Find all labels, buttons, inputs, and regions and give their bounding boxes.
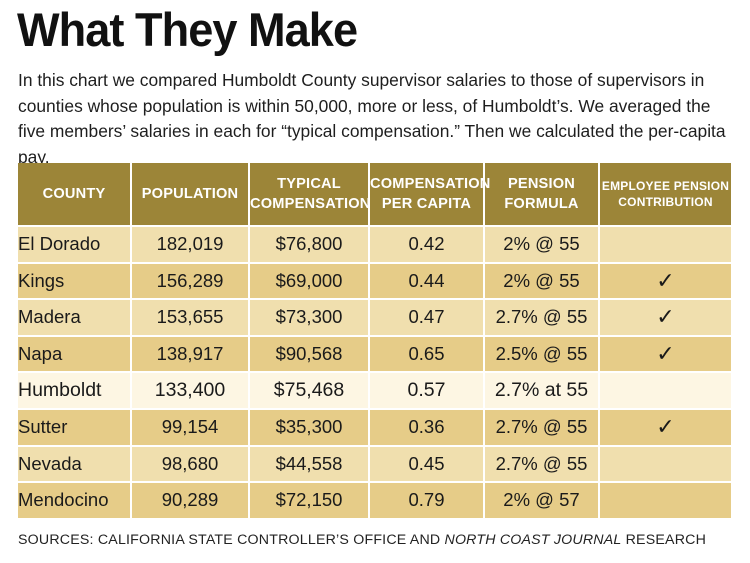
- cell-employee-pension-contribution: [599, 372, 731, 410]
- sources-publication: North Coast Journal: [444, 532, 622, 548]
- sources-note: Sources: California State Controller’s O…: [18, 532, 706, 548]
- cell-compensation-per-capita: 0.42: [369, 226, 485, 264]
- cell-compensation-per-capita: 0.44: [369, 262, 485, 301]
- column-header-employee-pension-contribution: Employee Pension Contribution: [599, 163, 731, 227]
- cell-pension-formula: 2% @ 57: [484, 482, 600, 520]
- salary-table: County Population Typical Compensation C…: [18, 163, 731, 520]
- cell-employee-pension-contribution: [599, 445, 731, 484]
- cell-typical-compensation: $69,000: [249, 262, 370, 301]
- table-row: Kings 156,289 $69,000 0.44 2% @ 55 ✓: [18, 262, 731, 301]
- cell-typical-compensation: $35,300: [249, 408, 370, 447]
- column-header-county: County: [18, 163, 132, 227]
- cell-county: Humboldt: [18, 372, 132, 410]
- cell-pension-formula: 2.5% @ 55: [484, 335, 600, 374]
- table-row: Humboldt 133,400 $75,468 0.57 2.7% at 55: [18, 372, 731, 410]
- table-row: Mendocino 90,289 $72,150 0.79 2% @ 57: [18, 482, 731, 520]
- cell-pension-formula: 2% @ 55: [484, 226, 600, 264]
- checkmark-icon: ✓: [599, 335, 731, 374]
- checkmark-icon: ✓: [599, 408, 731, 447]
- cell-population: 138,917: [131, 335, 250, 374]
- table-row: El Dorado 182,019 $76,800 0.42 2% @ 55: [18, 226, 731, 264]
- cell-pension-formula: 2.7% @ 55: [484, 445, 600, 484]
- cell-typical-compensation: $44,558: [249, 445, 370, 484]
- cell-county: Nevada: [18, 445, 132, 484]
- cell-population: 90,289: [131, 482, 250, 520]
- cell-population: 153,655: [131, 299, 250, 337]
- cell-typical-compensation: $72,150: [249, 482, 370, 520]
- cell-compensation-per-capita: 0.65: [369, 335, 485, 374]
- cell-county: Mendocino: [18, 482, 132, 520]
- cell-county: Sutter: [18, 408, 132, 447]
- cell-employee-pension-contribution: [599, 482, 731, 520]
- cell-pension-formula: 2.7% at 55: [484, 372, 600, 410]
- cell-typical-compensation: $90,568: [249, 335, 370, 374]
- table-header-row: County Population Typical Compensation C…: [18, 163, 731, 227]
- table-body: El Dorado 182,019 $76,800 0.42 2% @ 55 Kings 1…: [18, 226, 731, 520]
- cell-pension-formula: 2% @ 55: [484, 262, 600, 301]
- checkmark-icon: ✓: [599, 262, 731, 301]
- page-title: What They Make: [17, 3, 358, 56]
- cell-compensation-per-capita: 0.47: [369, 299, 485, 337]
- sources-prefix: Sources: California State Controller’s O…: [18, 532, 445, 548]
- cell-population: 182,019: [131, 226, 250, 264]
- sources-suffix: Research: [621, 532, 707, 548]
- cell-county: Madera: [18, 299, 132, 337]
- table-row: Nevada 98,680 $44,558 0.45 2.7% @ 55: [18, 445, 731, 484]
- cell-typical-compensation: $76,800: [249, 226, 370, 264]
- column-header-typical-compensation: Typical Compensation: [249, 163, 370, 227]
- cell-compensation-per-capita: 0.36: [369, 408, 485, 447]
- cell-compensation-per-capita: 0.79: [369, 482, 485, 520]
- column-header-population: Population: [131, 163, 250, 227]
- intro-text: In this chart we compared Humboldt Count…: [18, 70, 726, 167]
- cell-county: Kings: [18, 262, 132, 301]
- cell-typical-compensation: $73,300: [249, 299, 370, 337]
- cell-compensation-per-capita: 0.45: [369, 445, 485, 484]
- cell-county: El Dorado: [18, 226, 132, 264]
- cell-typical-compensation: $75,468: [249, 372, 370, 410]
- cell-county: Napa: [18, 335, 132, 374]
- cell-compensation-per-capita: 0.57: [369, 372, 485, 410]
- cell-population: 156,289: [131, 262, 250, 301]
- cell-population: 98,680: [131, 445, 250, 484]
- column-header-pension-formula: Pension Formula: [484, 163, 600, 227]
- table-row: Napa 138,917 $90,568 0.65 2.5% @ 55 ✓: [18, 335, 731, 374]
- cell-pension-formula: 2.7% @ 55: [484, 299, 600, 337]
- table-row: Madera 153,655 $73,300 0.47 2.7% @ 55 ✓: [18, 299, 731, 337]
- table-row: Sutter 99,154 $35,300 0.36 2.7% @ 55 ✓: [18, 408, 731, 447]
- cell-population: 99,154: [131, 408, 250, 447]
- checkmark-icon: ✓: [599, 299, 731, 337]
- column-header-compensation-per-capita: Compensation Per Capita: [369, 163, 490, 227]
- cell-employee-pension-contribution: [599, 226, 731, 264]
- cell-pension-formula: 2.7% @ 55: [484, 408, 600, 447]
- cell-population: 133,400: [131, 372, 250, 410]
